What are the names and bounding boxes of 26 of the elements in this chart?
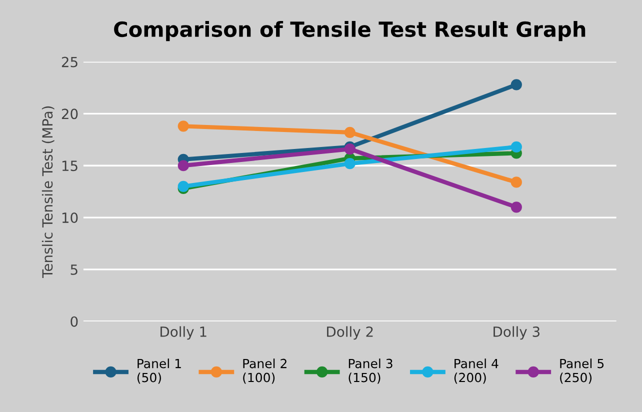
legend-label: Panel 2 (100)	[243, 358, 286, 384]
y-tick-label: 5	[70, 264, 78, 275]
point	[510, 79, 522, 90]
legend-label: Panel 3 (150)	[348, 358, 392, 384]
legend-label: Panel 4 (200)	[454, 358, 498, 384]
x-tick-label: Dolly 1	[160, 326, 206, 340]
x-tick-label: Dolly 3	[494, 326, 540, 340]
point	[510, 202, 522, 213]
point	[344, 143, 356, 155]
point	[510, 141, 522, 152]
x-tick-label: Dolly 2	[327, 326, 373, 340]
y-tick-label: 10	[62, 212, 78, 224]
chart-title: Comparison of Tensile Test Result Graph	[114, 20, 586, 42]
point	[178, 120, 189, 132]
y-tick-label: 25	[62, 56, 78, 68]
point	[178, 160, 189, 172]
legend-label: Panel 5 (250)	[560, 358, 604, 384]
point	[178, 180, 189, 192]
point	[510, 176, 522, 188]
point	[344, 158, 356, 170]
y-tick-label: 15	[62, 160, 78, 172]
legend-label: Panel 1 (50)	[137, 358, 181, 384]
y-tick-label: 0	[70, 316, 78, 327]
point	[344, 126, 356, 138]
y-tick-label: 20	[62, 108, 78, 120]
y-axis-title: Tenslic Tensile Test (MPa)	[42, 106, 54, 278]
